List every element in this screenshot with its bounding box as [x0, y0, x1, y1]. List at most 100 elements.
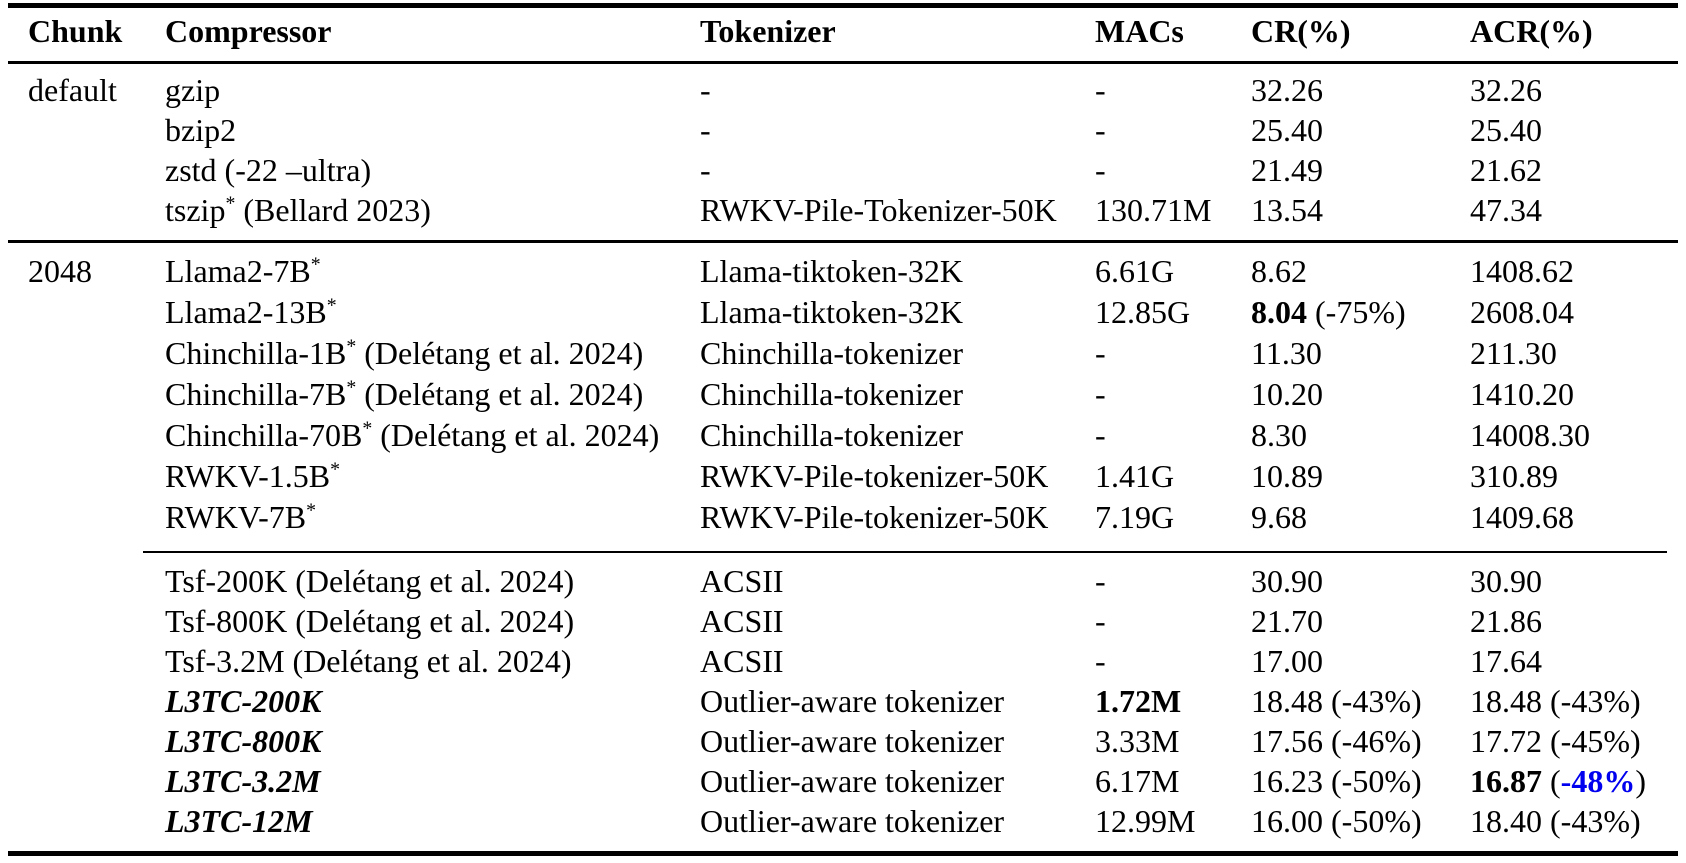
cell-tokenizer: ACSII — [700, 563, 784, 599]
cell-acr: 2608.04 — [1470, 294, 1574, 330]
table-row: L3TC-800K Outlier-aware tokenizer 3.33M 17.… — [28, 721, 1686, 761]
cell-macs: 3.33M — [1095, 723, 1180, 759]
cell-compressor: L3TC-12M — [165, 803, 313, 839]
cell-acr: 30.90 — [1470, 563, 1542, 599]
cell-chunk — [28, 150, 165, 190]
table-row: L3TC-3.2M Outlier-aware tokenizer 6.17M 16.… — [28, 761, 1686, 801]
cell-chunk — [28, 292, 165, 333]
cell-chunk — [28, 333, 165, 374]
cell-tokenizer: Outlier-aware tokenizer — [700, 763, 1005, 799]
table-row: Llama2-13B* Llama-tiktoken-32K 12.85G 8.04 … — [28, 292, 1686, 333]
cell-cr: 32.26 — [1251, 72, 1323, 108]
cell-acr: 1409.68 — [1470, 499, 1574, 535]
cell-acr: 47.34 — [1470, 192, 1542, 228]
cell-cr: 25.40 — [1251, 112, 1323, 148]
cell-macs: 6.17M — [1095, 763, 1180, 799]
column-header-cr: CR(%) — [1251, 13, 1351, 49]
cell-acr: 32.26 — [1470, 72, 1542, 108]
table-top-rule — [8, 3, 1678, 8]
cell-macs: 1.41G — [1095, 458, 1175, 494]
cell-chunk — [28, 801, 165, 841]
cell-chunk — [28, 415, 165, 456]
cell-chunk — [28, 561, 165, 601]
cell-compressor: L3TC-800K — [165, 723, 322, 759]
cell-chunk — [28, 190, 165, 230]
cell-compressor: Llama2-13B* — [165, 294, 337, 330]
cell-tokenizer: RWKV-Pile-tokenizer-50K — [700, 499, 1049, 535]
table-row: RWKV-7B* RWKV-Pile-tokenizer-50K 7.19G 9.68… — [28, 497, 1686, 538]
cell-cr: 8.30 — [1251, 417, 1307, 453]
cell-cr: 11.30 — [1251, 335, 1322, 371]
cell-compressor: RWKV-7B* — [165, 499, 316, 535]
cell-compressor: Chinchilla-1B* (Delétang et al. 2024) — [165, 335, 644, 371]
cell-macs: - — [1095, 563, 1106, 599]
cell-tokenizer: Llama-tiktoken-32K — [700, 294, 964, 330]
cell-tokenizer: Outlier-aware tokenizer — [700, 683, 1005, 719]
column-header-chunk: Chunk — [28, 13, 123, 49]
table-row: L3TC-12M Outlier-aware tokenizer 12.99M 16.… — [28, 801, 1686, 841]
cell-macs: - — [1095, 335, 1106, 371]
subgroup-separator-rule — [143, 551, 1667, 553]
cell-acr: 310.89 — [1470, 458, 1558, 494]
cell-tokenizer: Chinchilla-tokenizer — [700, 417, 964, 453]
cell-macs: 12.85G — [1095, 294, 1191, 330]
table-header-row: Chunk Compressor Tokenizer MACs CR(%) ACR(%) — [28, 11, 1686, 51]
cell-acr: 14008.30 — [1470, 417, 1590, 453]
cell-compressor: Chinchilla-70B* (Delétang et al. 2024) — [165, 417, 660, 453]
cell-cr: 30.90 — [1251, 563, 1323, 599]
cell-acr: 211.30 — [1470, 335, 1557, 371]
cell-cr: 21.70 — [1251, 603, 1323, 639]
cell-chunk — [28, 601, 165, 641]
cell-compressor: Chinchilla-7B* (Delétang et al. 2024) — [165, 376, 644, 412]
table-row: L3TC-200K Outlier-aware tokenizer 1.72M 18.… — [28, 681, 1686, 721]
column-header-macs: MACs — [1095, 13, 1184, 49]
cell-chunk — [28, 681, 165, 721]
cell-tokenizer: Llama-tiktoken-32K — [700, 253, 964, 289]
cell-chunk — [28, 110, 165, 150]
cell-macs: 6.61G — [1095, 253, 1175, 289]
cell-cr: 18.48 (-43%) — [1251, 683, 1422, 719]
table-bottom-rule — [8, 851, 1678, 856]
cell-tokenizer: - — [700, 72, 711, 108]
cell-cr: 8.62 — [1251, 253, 1307, 289]
cell-chunk — [28, 456, 165, 497]
cell-compressor: gzip — [165, 72, 221, 108]
cell-acr: 21.86 — [1470, 603, 1542, 639]
table-row: Tsf-800K (Delétang et al. 2024) ACSII - 21.… — [28, 601, 1686, 641]
cell-acr: 17.72 (-45%) — [1470, 723, 1641, 759]
cell-chunk: 2048 — [28, 253, 92, 289]
table-section-3: Tsf-200K (Delétang et al. 2024) ACSII - 30.… — [28, 561, 1686, 841]
cell-compressor: L3TC-200K — [165, 683, 322, 719]
cell-acr: 21.62 — [1470, 152, 1542, 188]
cell-acr: 16.87 (-48%) — [1470, 763, 1646, 799]
table-row: Tsf-3.2M (Delétang et al. 2024) ACSII - 17.… — [28, 641, 1686, 681]
cell-cr: 10.89 — [1251, 458, 1323, 494]
cell-acr: 17.64 — [1470, 643, 1542, 679]
cell-tokenizer: - — [700, 112, 711, 148]
cell-acr: 25.40 — [1470, 112, 1542, 148]
cell-macs: 12.99M — [1095, 803, 1196, 839]
cell-tokenizer: ACSII — [700, 643, 784, 679]
cell-compressor: Tsf-200K (Delétang et al. 2024) — [165, 563, 575, 599]
cell-chunk — [28, 497, 165, 538]
cell-macs: 1.72M — [1095, 683, 1182, 719]
cell-tokenizer: Chinchilla-tokenizer — [700, 376, 964, 412]
cell-compressor: zstd (-22 –ultra) — [165, 152, 372, 188]
column-header-compressor: Compressor — [165, 13, 332, 49]
cell-chunk: default — [28, 72, 117, 108]
cell-compressor: Tsf-3.2M (Delétang et al. 2024) — [165, 643, 572, 679]
cell-cr: 17.00 — [1251, 643, 1323, 679]
cell-compressor: RWKV-1.5B* — [165, 458, 340, 494]
cell-tokenizer: Outlier-aware tokenizer — [700, 803, 1005, 839]
cell-compressor: Tsf-800K (Delétang et al. 2024) — [165, 603, 575, 639]
cell-macs: - — [1095, 603, 1106, 639]
header-rule — [8, 61, 1678, 64]
cell-chunk — [28, 721, 165, 761]
table-row: Chinchilla-7B* (Delétang et al. 2024) Chi… — [28, 374, 1686, 415]
cell-compressor: tszip* (Bellard 2023) — [165, 192, 431, 228]
table-row: zstd (-22 –ultra) - - 21.49 21.62 — [28, 150, 1686, 190]
table-section-2: 2048 Llama2-7B* Llama-tiktoken-32K 6.61G 8.6… — [28, 251, 1686, 538]
cell-acr: 18.48 (-43%) — [1470, 683, 1641, 719]
table-row: Chinchilla-70B* (Delétang et al. 2024) Ch… — [28, 415, 1686, 456]
cell-cr: 10.20 — [1251, 376, 1323, 412]
